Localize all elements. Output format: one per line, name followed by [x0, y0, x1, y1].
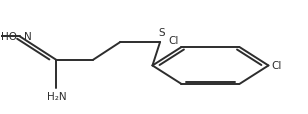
Text: N: N [24, 32, 32, 42]
Text: S: S [158, 28, 165, 38]
Text: Cl: Cl [168, 35, 178, 45]
Text: Cl: Cl [272, 61, 282, 71]
Text: HO: HO [2, 32, 17, 42]
Text: H₂N: H₂N [47, 92, 66, 101]
